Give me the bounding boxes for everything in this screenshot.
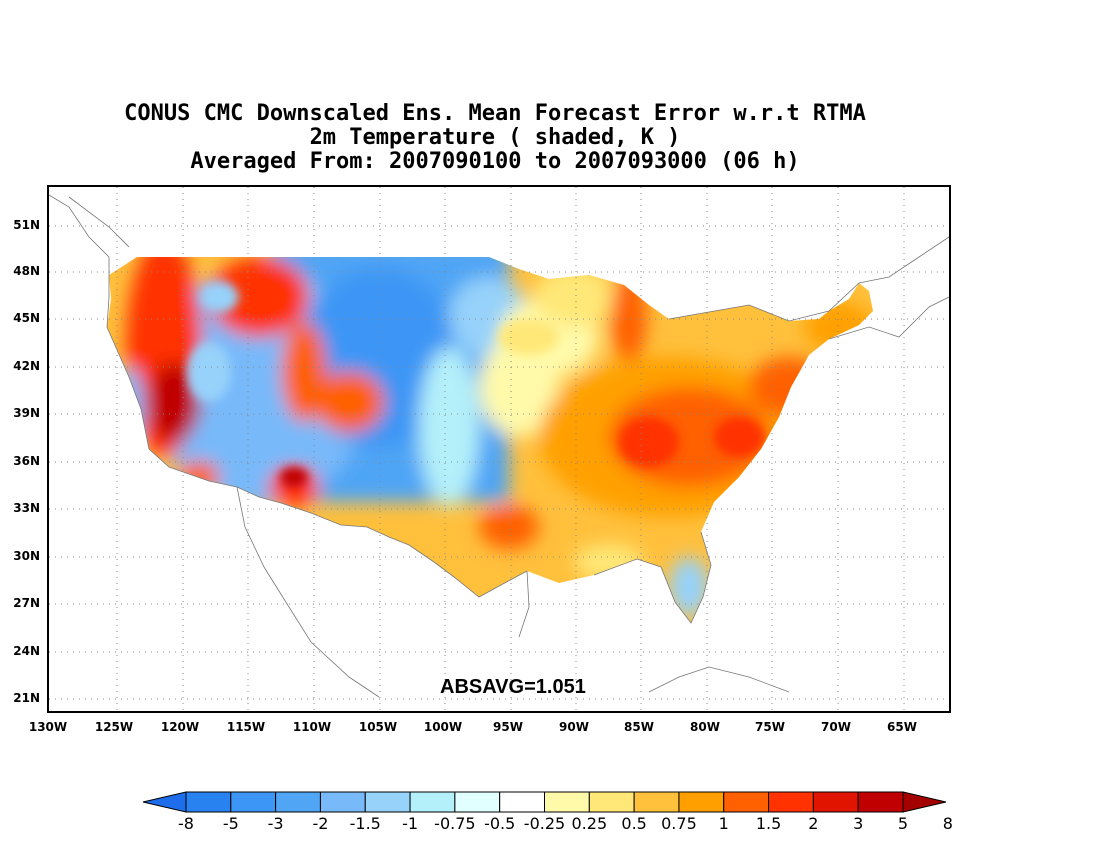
title-line-2: 2m Temperature ( shaded, K ) xyxy=(309,125,681,150)
colorbar-swatch xyxy=(185,791,232,813)
lat-label: 42N xyxy=(13,359,40,373)
lon-label: 125W xyxy=(95,720,133,734)
lon-label: 80W xyxy=(690,720,720,734)
lat-label: 24N xyxy=(13,644,40,658)
colorbar-swatch xyxy=(230,791,277,813)
colorbar-swatch xyxy=(319,791,366,813)
lon-label: 130W xyxy=(29,720,67,734)
colorbar-label: -0.25 xyxy=(524,814,565,833)
lat-label: 45N xyxy=(13,311,40,325)
colorbar-label: -1.5 xyxy=(350,814,381,833)
colorbar-label: 3 xyxy=(853,814,863,833)
lon-label: 65W xyxy=(887,720,917,734)
colorbar-label: 1 xyxy=(719,814,729,833)
lon-label: 120W xyxy=(161,720,199,734)
lat-label: 39N xyxy=(13,406,40,420)
colorbar-swatch xyxy=(768,791,814,813)
title-line-3: Averaged From: 2007090100 to 2007093000 … xyxy=(190,149,800,174)
colorbar-label: 0.5 xyxy=(621,814,646,833)
colorbar-swatch xyxy=(678,791,725,813)
coastlines xyxy=(49,194,949,698)
lon-label: 110W xyxy=(293,720,331,734)
colorbar-swatch xyxy=(499,791,545,813)
colorbar-swatch xyxy=(588,791,635,813)
map-panel xyxy=(47,185,951,713)
lat-label: 33N xyxy=(13,501,40,515)
lon-label: 70W xyxy=(821,720,851,734)
colorbar-label: -0.5 xyxy=(484,814,515,833)
lon-label: 75W xyxy=(755,720,785,734)
title-line-1: CONUS CMC Downscaled Ens. Mean Forecast … xyxy=(124,101,866,126)
colorbar-label: -2 xyxy=(312,814,328,833)
colorbar-swatch xyxy=(409,791,456,813)
colorbar-label: -1 xyxy=(402,814,418,833)
lat-label: 30N xyxy=(13,549,40,563)
lon-label: 100W xyxy=(424,720,462,734)
colorbar-label: -3 xyxy=(268,814,284,833)
colorbar-label: -8 xyxy=(178,814,194,833)
colorbar-swatch xyxy=(454,791,501,813)
graticule xyxy=(49,187,949,711)
lon-label: 95W xyxy=(493,720,523,734)
error-map xyxy=(49,187,949,711)
colorbar-label: -0.75 xyxy=(434,814,475,833)
lat-label: 27N xyxy=(13,596,40,610)
lat-label: 48N xyxy=(13,264,40,278)
temperature-error-field xyxy=(107,257,873,623)
lon-label: 105W xyxy=(359,720,397,734)
colorbar-arrow-low xyxy=(142,791,187,813)
colorbar-swatch xyxy=(723,791,770,813)
colorbar-swatch xyxy=(812,791,859,813)
colorbar-swatch xyxy=(364,791,411,813)
lon-label: 115W xyxy=(227,720,265,734)
colorbar-label: 5 xyxy=(898,814,908,833)
colorbar-label: 2 xyxy=(808,814,818,833)
lat-label: 21N xyxy=(13,691,40,705)
colorbar-arrow-high xyxy=(902,791,947,813)
colorbar-label: -5 xyxy=(223,814,239,833)
colorbar-label: 0.25 xyxy=(572,814,608,833)
absavg-annotation: ABSAVG=1.051 xyxy=(440,676,586,698)
lon-label: 90W xyxy=(559,720,589,734)
colorbar-label: 0.75 xyxy=(661,814,697,833)
color-bar: -8 -5 -3 -2 -1.5 -1 -0.75 -0.5 -0.25 0.25 0.5 0.75 1… xyxy=(142,791,953,833)
colorbar-swatch xyxy=(275,791,321,813)
lat-label: 36N xyxy=(13,454,40,468)
colorbar-label: 1.5 xyxy=(756,814,781,833)
lon-label: 85W xyxy=(624,720,654,734)
colorbar-swatch xyxy=(544,791,590,813)
lat-label: 51N xyxy=(13,218,40,232)
colorbar-swatch xyxy=(857,791,904,813)
title-block: CONUS CMC Downscaled Ens. Mean Forecast … xyxy=(0,102,990,174)
colorbar-swatch xyxy=(633,791,680,813)
colorbar-label: 8 xyxy=(943,814,953,833)
